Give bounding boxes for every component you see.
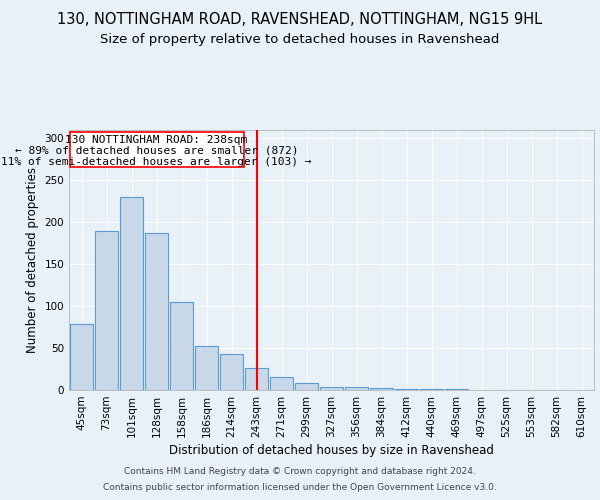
Text: Contains HM Land Registry data © Crown copyright and database right 2024.: Contains HM Land Registry data © Crown c…: [124, 467, 476, 476]
Bar: [370, 388, 393, 390]
Bar: [395, 389, 418, 390]
Bar: [170, 302, 193, 390]
Bar: [95, 230, 118, 390]
Bar: [270, 378, 293, 390]
Text: Size of property relative to detached houses in Ravenshead: Size of property relative to detached ho…: [100, 32, 500, 46]
Text: 130 NOTTINGHAM ROAD: 238sqm: 130 NOTTINGHAM ROAD: 238sqm: [65, 135, 248, 145]
FancyBboxPatch shape: [70, 132, 244, 167]
Bar: [145, 233, 168, 390]
Bar: [70, 324, 93, 390]
Bar: [320, 386, 343, 390]
Bar: [120, 197, 143, 390]
Y-axis label: Number of detached properties: Number of detached properties: [26, 167, 39, 353]
Bar: [445, 389, 468, 390]
Bar: [295, 384, 318, 390]
Text: 130, NOTTINGHAM ROAD, RAVENSHEAD, NOTTINGHAM, NG15 9HL: 130, NOTTINGHAM ROAD, RAVENSHEAD, NOTTIN…: [58, 12, 542, 28]
Bar: [220, 354, 243, 390]
Text: 11% of semi-detached houses are larger (103) →: 11% of semi-detached houses are larger (…: [1, 157, 312, 167]
Text: ← 89% of detached houses are smaller (872): ← 89% of detached houses are smaller (87…: [15, 146, 298, 156]
Bar: [420, 389, 443, 390]
Bar: [195, 346, 218, 390]
Text: Contains public sector information licensed under the Open Government Licence v3: Contains public sector information licen…: [103, 484, 497, 492]
Bar: [245, 368, 268, 390]
Bar: [345, 388, 368, 390]
X-axis label: Distribution of detached houses by size in Ravenshead: Distribution of detached houses by size …: [169, 444, 494, 457]
